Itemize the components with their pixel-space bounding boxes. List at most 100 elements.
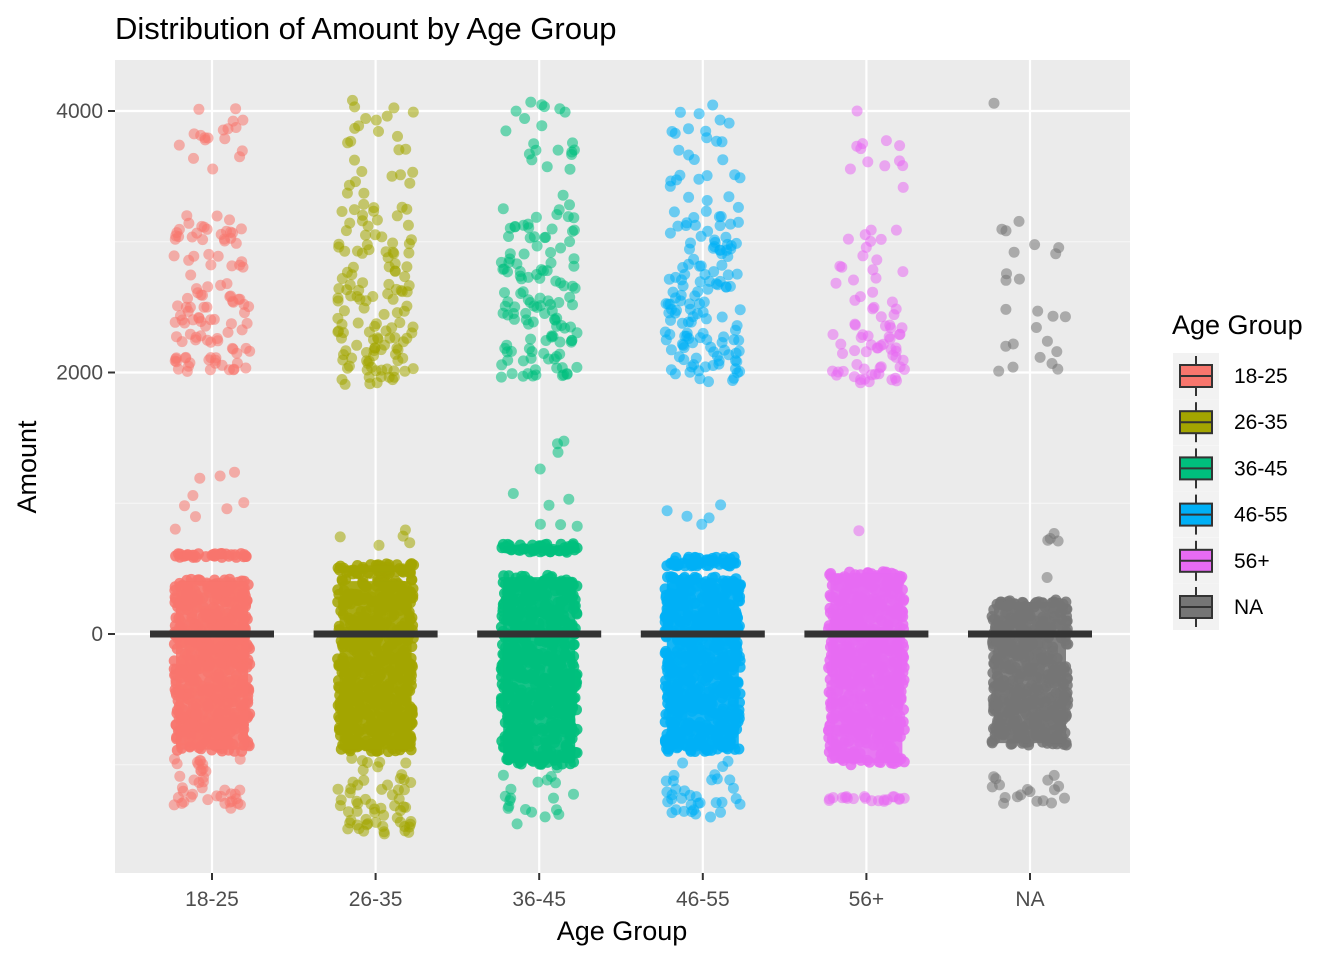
- data-point: [363, 371, 375, 383]
- data-point: [399, 271, 411, 283]
- data-point: [351, 339, 363, 351]
- data-point: [174, 770, 186, 782]
- data-point: [399, 825, 411, 837]
- data-point: [707, 360, 719, 371]
- data-point: [571, 361, 583, 373]
- data-point: [660, 298, 672, 310]
- data-point: [693, 108, 705, 120]
- data-point: [380, 246, 392, 258]
- data-point: [679, 268, 691, 280]
- data-point: [888, 791, 900, 803]
- data-point: [553, 297, 565, 308]
- data-point: [988, 771, 1000, 783]
- data-point: [875, 311, 887, 323]
- data-point: [235, 223, 247, 235]
- legend-label: 56+: [1234, 550, 1270, 573]
- data-point: [564, 163, 576, 175]
- data-point: [1008, 246, 1020, 258]
- data-point: [349, 154, 360, 166]
- data-point: [346, 752, 358, 764]
- data-point: [568, 212, 580, 224]
- data-point: [392, 355, 404, 367]
- data-point: [352, 245, 363, 257]
- data-point: [837, 348, 848, 359]
- data-point: [221, 278, 233, 290]
- data-point: [207, 163, 219, 175]
- data-point: [227, 343, 239, 355]
- data-point: [700, 125, 712, 137]
- data-point: [507, 488, 519, 499]
- data-point: [221, 503, 233, 515]
- data-point: [550, 275, 562, 287]
- data-point: [520, 804, 531, 815]
- data-point: [690, 352, 702, 364]
- data-point: [334, 800, 346, 812]
- data-point: [704, 275, 716, 287]
- data-point: [525, 96, 537, 108]
- data-point: [378, 308, 390, 320]
- data-point: [1007, 361, 1019, 373]
- data-point: [663, 273, 675, 285]
- data-point: [692, 286, 704, 298]
- data-point: [240, 342, 252, 354]
- data-point: [566, 335, 578, 347]
- data-point: [555, 320, 567, 331]
- data-point: [716, 311, 728, 323]
- data-point: [665, 344, 677, 356]
- data-point: [511, 818, 523, 830]
- legend-label: 46-55: [1234, 504, 1288, 527]
- data-point: [894, 361, 906, 373]
- data-point: [348, 204, 360, 216]
- data-point: [342, 823, 354, 835]
- data-point: [187, 788, 199, 800]
- data-point: [859, 373, 871, 385]
- data-point-cluster: [666, 578, 739, 750]
- data-point: [666, 126, 678, 137]
- data-point: [168, 250, 180, 262]
- data-point: [375, 371, 387, 383]
- data-point: [531, 240, 543, 252]
- data-point: [1059, 311, 1071, 323]
- data-point: [849, 294, 861, 306]
- data-point: [176, 336, 188, 348]
- data-point: [832, 366, 844, 378]
- data-point: [525, 333, 537, 345]
- data-point: [732, 201, 744, 213]
- data-point: [190, 511, 201, 523]
- data-point: [338, 305, 350, 317]
- data-point: [509, 221, 521, 232]
- data-point: [393, 144, 405, 156]
- data-point: [214, 548, 226, 560]
- data-point: [716, 136, 728, 148]
- data-point: [360, 229, 371, 241]
- data-point: [865, 224, 877, 236]
- data-point: [201, 301, 213, 313]
- data-point: [534, 518, 546, 530]
- data-point: [203, 354, 215, 366]
- data-point: [1052, 535, 1064, 547]
- data-point: [683, 149, 695, 161]
- data-point: [396, 286, 408, 298]
- data-point: [879, 160, 891, 172]
- data-point: [187, 490, 199, 501]
- data-point: [705, 341, 717, 353]
- data-point: [568, 260, 580, 272]
- data-point: [192, 287, 204, 299]
- data-point: [386, 170, 398, 182]
- data-point: [734, 304, 746, 316]
- data-point: [351, 805, 363, 817]
- data-point: [336, 206, 348, 217]
- data-point: [373, 539, 385, 551]
- data-point: [569, 282, 581, 294]
- data-point: [182, 549, 194, 561]
- data-point: [214, 470, 226, 482]
- data-point: [700, 205, 712, 217]
- data-point: [391, 210, 403, 222]
- data-point: [695, 230, 707, 242]
- data-point: [677, 280, 689, 292]
- data-point: [1050, 248, 1062, 260]
- data-point: [715, 499, 727, 511]
- data-point: [898, 792, 910, 804]
- data-point: [723, 191, 735, 203]
- data-point: [543, 499, 555, 511]
